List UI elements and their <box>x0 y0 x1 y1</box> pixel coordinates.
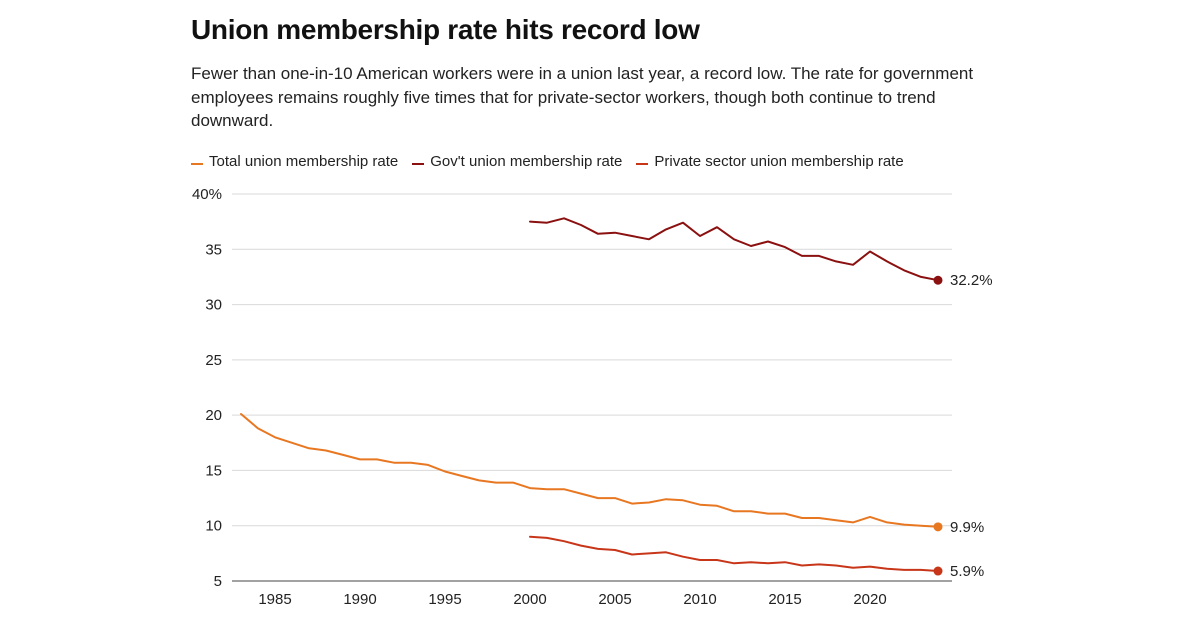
end-marker-total <box>933 522 943 532</box>
y-tick-label: 25 <box>205 352 222 369</box>
series-lines <box>240 217 939 572</box>
chart-subtitle: Fewer than one-in-10 American workers we… <box>191 64 974 130</box>
legend-item-total: Total union membership rate <box>191 153 398 170</box>
end-label-private: 5.9% <box>950 563 984 580</box>
x-tick-label: 1990 <box>343 591 376 608</box>
series-line-private <box>529 535 939 572</box>
legend-swatch-private <box>636 162 649 165</box>
x-tick-label: 2015 <box>768 591 801 608</box>
gridlines <box>232 193 952 582</box>
end-marker-private <box>933 566 943 576</box>
x-tick-label: 2000 <box>513 591 546 608</box>
legend-swatch-total <box>191 162 203 165</box>
legend-label-total: Total union membership rate <box>209 153 399 170</box>
legend-item-government: Gov't union membership rate <box>412 153 622 170</box>
end-marker-government <box>933 275 943 285</box>
x-tick-label: 1985 <box>258 591 291 608</box>
y-tick-label: 30 <box>205 297 222 314</box>
y-tick-label: 10 <box>205 518 222 535</box>
series-line-government <box>529 217 939 282</box>
legend-item-private: Private sector union membership rate <box>636 153 904 170</box>
end-label-government: 32.2% <box>950 272 993 289</box>
legend-swatch-government <box>412 162 425 165</box>
x-tick-label: 2020 <box>853 591 886 608</box>
y-tick-label: 40% <box>192 186 222 203</box>
x-tick-label: 2005 <box>598 591 631 608</box>
legend-label-government: Gov't union membership rate <box>430 153 623 170</box>
y-tick-label: 15 <box>205 462 222 479</box>
series-line-total <box>240 413 939 528</box>
y-tick-label: 5 <box>214 573 222 590</box>
chart-title: Union membership rate hits record low <box>191 14 700 45</box>
end-markers: 9.9% 32.2% 5.9% <box>933 272 993 580</box>
x-tick-label: 2010 <box>683 591 716 608</box>
x-tick-label: 1995 <box>428 591 461 608</box>
legend-label-private: Private sector union membership rate <box>654 153 904 170</box>
legend: Total union membership rate Gov't union … <box>191 153 918 170</box>
end-label-total: 9.9% <box>950 519 984 536</box>
y-tick-label: 35 <box>205 241 222 258</box>
y-tick-label: 20 <box>205 407 222 424</box>
